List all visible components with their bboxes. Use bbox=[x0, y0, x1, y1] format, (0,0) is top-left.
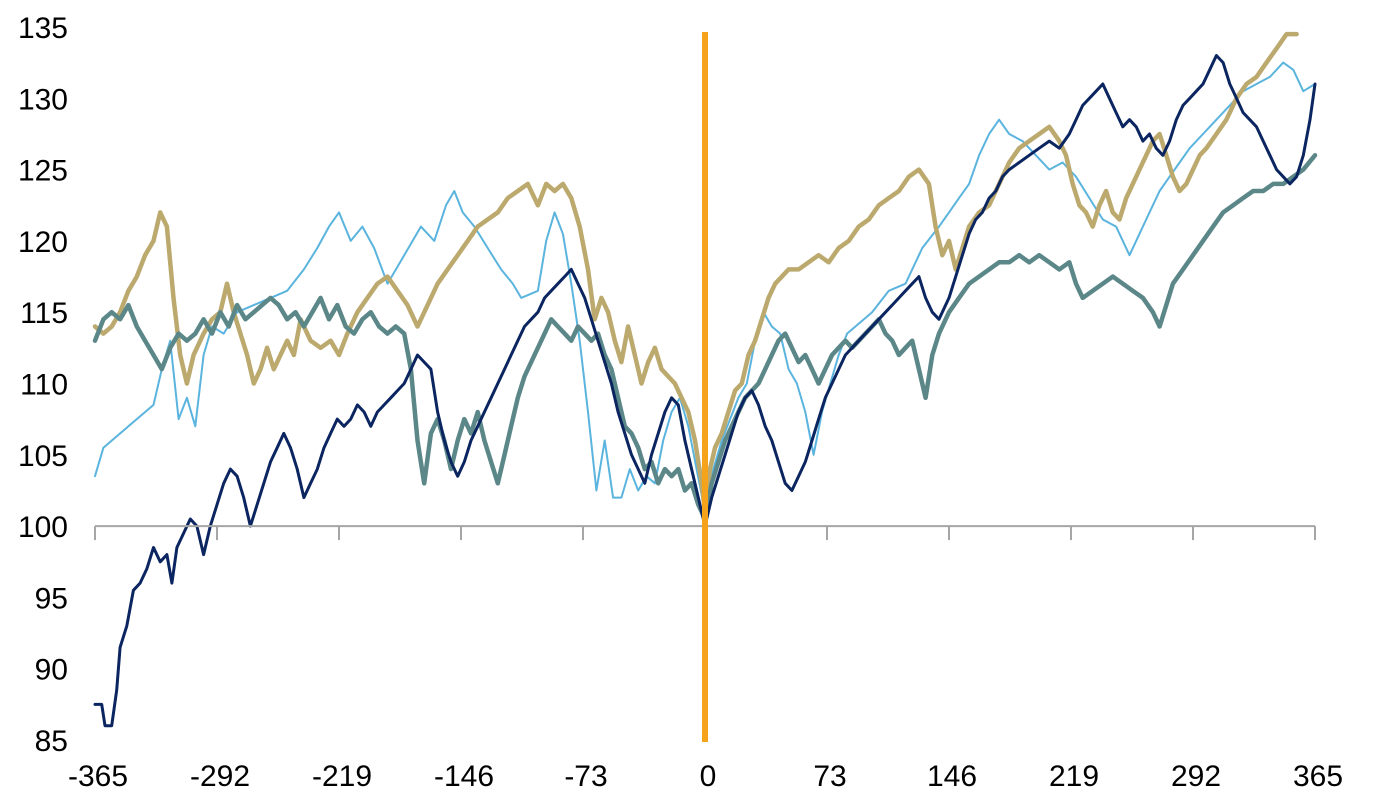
x-tick-label: 219 bbox=[1049, 760, 1099, 793]
x-tick-label: -292 bbox=[190, 760, 250, 793]
y-tick-label: 100 bbox=[18, 511, 68, 544]
x-axis-labels: -365 -292 -219 -146 -73 0 73 146 219 292 365 bbox=[68, 760, 1343, 793]
y-tick-label: 105 bbox=[18, 440, 68, 473]
y-tick-label: 125 bbox=[18, 155, 68, 188]
y-tick-label: 120 bbox=[18, 226, 68, 259]
x-tick-label: 73 bbox=[813, 760, 846, 793]
x-tick-label: 292 bbox=[1171, 760, 1221, 793]
x-tick-label: -146 bbox=[434, 760, 494, 793]
x-tick-label: -365 bbox=[68, 760, 128, 793]
series-layer bbox=[92, 31, 1318, 728]
y-tick-label: 115 bbox=[20, 297, 68, 330]
x-tick-label: -73 bbox=[564, 760, 607, 793]
y-tick-label: 130 bbox=[18, 83, 68, 116]
x-tick-label: 146 bbox=[927, 760, 977, 793]
x-tick-label: 365 bbox=[1293, 760, 1343, 793]
series-line-2 bbox=[92, 31, 1299, 515]
series-line-3 bbox=[92, 153, 1318, 522]
series-line-4 bbox=[93, 54, 1317, 728]
y-tick-label: 85 bbox=[35, 725, 68, 758]
y-tick-label: 110 bbox=[20, 369, 68, 402]
y-axis-labels: 85 90 95 100 105 110 115 120 125 130 135 bbox=[18, 12, 68, 758]
y-tick-label: 95 bbox=[35, 582, 68, 615]
y-tick-label: 90 bbox=[35, 654, 68, 687]
y-tick-label: 135 bbox=[18, 12, 68, 45]
x-tick-label: 0 bbox=[700, 760, 717, 793]
x-tick-label: -219 bbox=[312, 760, 372, 793]
